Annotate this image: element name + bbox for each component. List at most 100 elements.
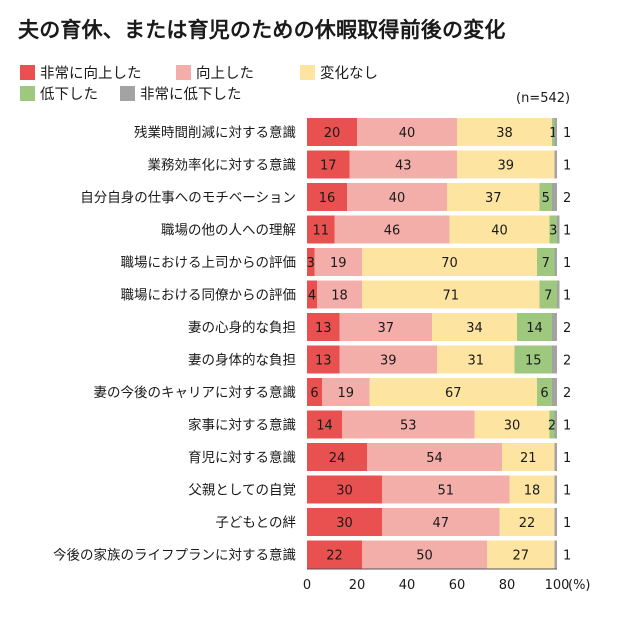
bar-segment-very-improved xyxy=(307,215,335,244)
data-label: 34 xyxy=(466,321,483,336)
data-label: 7 xyxy=(544,289,552,304)
bar-segment-no-change xyxy=(487,540,555,569)
data-label: 27 xyxy=(512,549,529,564)
bar-segment-no-change xyxy=(362,280,540,309)
data-label: 40 xyxy=(491,224,508,239)
data-label: 20 xyxy=(324,126,341,141)
data-label-outside: 1 xyxy=(563,549,571,564)
bar-segment-no-change xyxy=(432,313,517,341)
bar-segment-very-declined xyxy=(552,378,557,406)
bar-segment-improved xyxy=(357,118,457,146)
category-label: 父親としての自覚 xyxy=(188,483,296,499)
bar-segment-improved xyxy=(362,540,487,569)
data-label-outside: 1 xyxy=(563,159,571,174)
data-label-outside: 1 xyxy=(563,289,571,304)
bar-segment-very-improved xyxy=(307,378,322,406)
data-label: 22 xyxy=(519,516,536,531)
data-label: 50 xyxy=(416,549,433,564)
data-label: 31 xyxy=(467,354,484,369)
data-label: 71 xyxy=(442,289,459,304)
legend-item-very-improved: 非常に向上した xyxy=(20,62,142,83)
data-label-outside: 1 xyxy=(563,451,571,466)
category-label: 妻の今後のキャリアに対する意識 xyxy=(94,384,297,401)
bar-segment-very-improved xyxy=(307,150,350,179)
bar-segment-very-declined xyxy=(554,508,557,536)
bar-segment-very-improved xyxy=(307,313,340,341)
legend-item-very-declined: 非常に低下した xyxy=(120,83,242,104)
data-label: 2 xyxy=(548,419,556,434)
data-label-outside: 2 xyxy=(563,386,571,401)
x-tick-label: 20 xyxy=(349,578,366,593)
bar-segment-no-change xyxy=(474,410,550,439)
category-label: 残業時間削減に対する意識 xyxy=(134,124,296,141)
bar-segment-very-declined xyxy=(552,183,557,211)
data-label: 6 xyxy=(310,386,318,401)
category-label: 妻の心身的な負担 xyxy=(188,320,296,336)
category-label: 職場における上司からの評価 xyxy=(121,255,297,271)
legend-item-improved: 向上した xyxy=(176,62,254,83)
bar-segment-very-improved xyxy=(307,183,347,211)
category-label: 自分自身の仕事へのモチベーション xyxy=(80,190,296,206)
data-label: 38 xyxy=(496,126,513,141)
bar-segment-no-change xyxy=(509,475,555,504)
data-label: 37 xyxy=(485,191,502,206)
legend-swatch-very-improved xyxy=(20,65,35,80)
bar-segment-improved xyxy=(314,248,362,276)
data-label-outside: 1 xyxy=(563,126,571,141)
bar-segment-very-declined xyxy=(554,443,557,471)
x-tick-label: 60 xyxy=(449,578,466,593)
data-label: 19 xyxy=(337,386,354,401)
data-label-outside: 2 xyxy=(563,354,571,369)
data-label-outside: 2 xyxy=(563,321,571,336)
data-label: 30 xyxy=(336,516,353,531)
bar-segment-very-improved xyxy=(307,475,382,504)
data-label: 3 xyxy=(549,224,557,239)
data-label: 6 xyxy=(540,386,548,401)
category-label: 職場における同僚からの評価 xyxy=(121,288,297,304)
data-label: 47 xyxy=(432,516,449,531)
category-label: 育児に対する意識 xyxy=(188,449,296,466)
x-tick-label: 80 xyxy=(499,578,516,593)
bar-segment-no-change xyxy=(499,508,555,536)
bar-segment-very-declined xyxy=(554,248,557,276)
data-label: 15 xyxy=(525,354,542,369)
data-label: 14 xyxy=(316,419,333,434)
bar-segment-very-declined xyxy=(557,215,560,244)
bar-segment-improved xyxy=(339,345,437,374)
bar-segment-no-change xyxy=(437,345,515,374)
data-label: 39 xyxy=(380,354,397,369)
data-label: 22 xyxy=(326,549,343,564)
data-label: 54 xyxy=(426,451,443,466)
data-label: 30 xyxy=(504,419,521,434)
data-label: 40 xyxy=(399,126,416,141)
legend-label-very-improved: 非常に向上した xyxy=(40,66,142,82)
bar-segment-declined xyxy=(517,313,552,341)
bar-segment-declined xyxy=(514,345,552,374)
category-label: 家事に対する意識 xyxy=(188,417,296,434)
data-label: 70 xyxy=(441,256,458,271)
data-label-outside: 2 xyxy=(563,191,571,206)
legend-swatch-no-change xyxy=(300,65,315,80)
bar-segment-declined xyxy=(539,280,557,309)
legend-item-declined: 低下した xyxy=(20,83,98,104)
data-label: 18 xyxy=(524,484,541,499)
bar-segment-very-declined xyxy=(557,280,560,309)
category-label: 業務効率化に対する意識 xyxy=(148,157,297,174)
data-label: 16 xyxy=(319,191,336,206)
data-label: 53 xyxy=(400,419,417,434)
bar-segment-improved xyxy=(349,150,457,179)
bar-segment-no-change xyxy=(457,150,555,179)
data-label: 13 xyxy=(315,354,332,369)
data-label: 3 xyxy=(307,256,315,271)
data-label: 17 xyxy=(320,159,337,174)
bar-segment-no-change xyxy=(449,215,550,244)
x-tick-label: 0 xyxy=(303,578,311,593)
data-label-outside: 1 xyxy=(563,484,571,499)
bar-segment-very-declined xyxy=(552,345,557,374)
data-label: 21 xyxy=(520,451,537,466)
category-label: 職場の他の人への理解 xyxy=(161,223,296,239)
bar-segment-improved xyxy=(382,475,510,504)
data-label: 46 xyxy=(384,224,401,239)
